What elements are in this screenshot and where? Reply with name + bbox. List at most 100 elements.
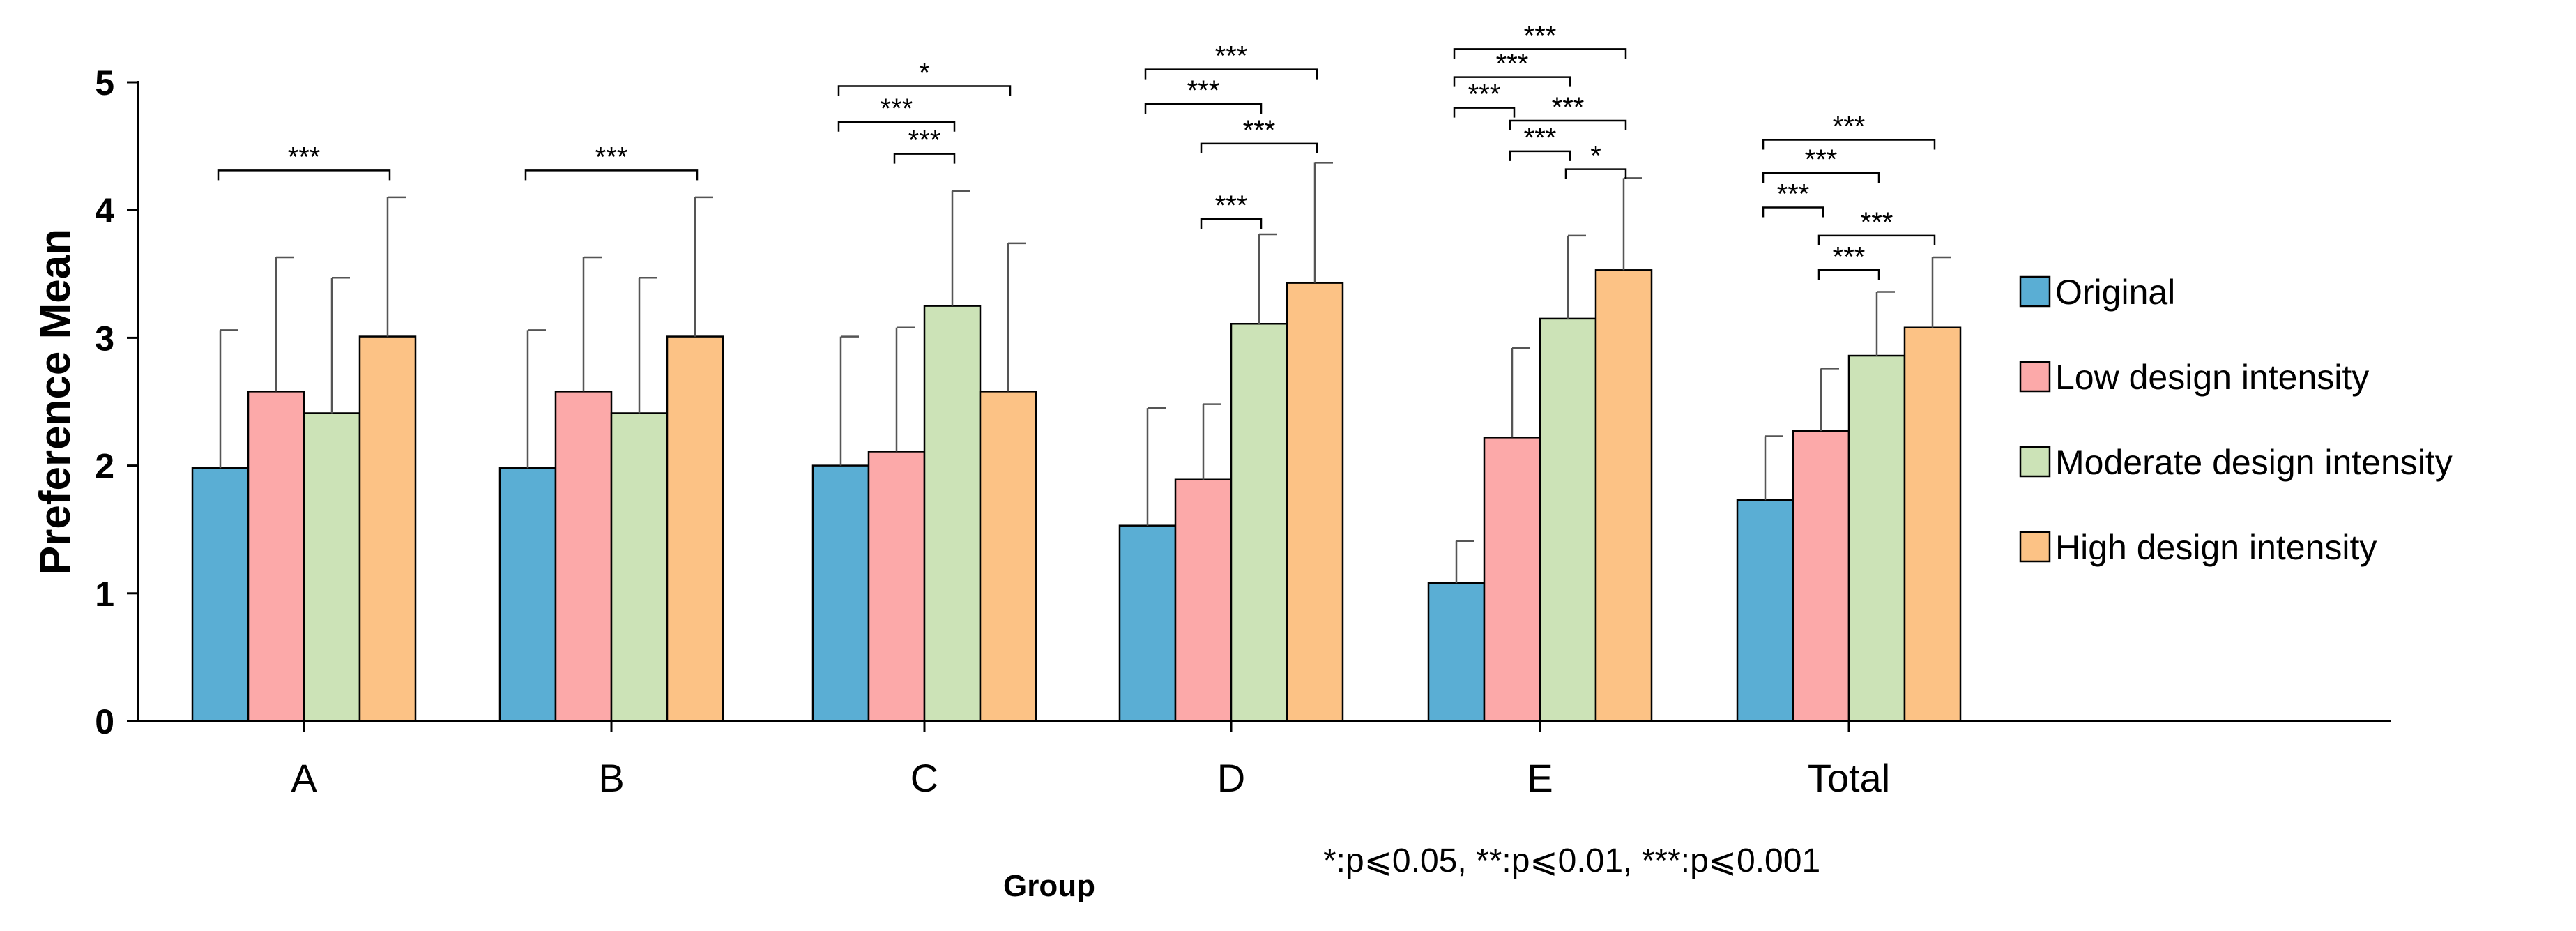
- y-tick-label-3: 3: [95, 319, 114, 358]
- significance-bracket-d-1-2: ***: [1200, 190, 1263, 229]
- error-bar-total-3: [1875, 291, 1895, 356]
- error-bar-c-3: [951, 190, 970, 306]
- legend: Original Low design intensity Moderate des…: [2019, 273, 2453, 567]
- bar-total-1: [1736, 499, 1794, 722]
- significance-label: ***: [1861, 207, 1893, 238]
- significance-bracket-e-0-2: ***: [1453, 49, 1571, 87]
- significance-note: *:p⩽0.05, **:p⩽0.01, ***:p⩽0.001: [1323, 842, 1820, 879]
- bar-e-4: [1594, 269, 1653, 722]
- bar-total-2: [1792, 430, 1850, 722]
- significance-label: ***: [1215, 190, 1248, 221]
- significance-bracket-e-2-3: *: [1564, 141, 1627, 179]
- significance-bracket-total-1-2: ***: [1817, 241, 1880, 280]
- significance-bracket-e-0-3: ***: [1453, 20, 1627, 59]
- bar-e-3: [1539, 317, 1597, 722]
- x-axis-title: Group: [1003, 869, 1095, 903]
- error-bar-a-3: [330, 277, 350, 414]
- significance-label: *: [919, 57, 930, 88]
- legend-item-3: Moderate design intensity: [2019, 443, 2453, 482]
- error-bar-d-4: [1313, 162, 1333, 283]
- error-bars-layer: [219, 162, 1951, 584]
- bar-b-3: [610, 412, 669, 722]
- significance-label: ***: [1468, 80, 1501, 110]
- significance-bracket-c-0-2: ***: [837, 93, 956, 132]
- bar-e-2: [1483, 437, 1541, 722]
- error-bar-total-4: [1931, 256, 1951, 328]
- significance-bracket-c-0-3: *: [837, 57, 1012, 96]
- bar-c-2: [867, 451, 926, 722]
- error-bar-total-1: [1764, 435, 1783, 501]
- x-tick-label-b: B: [598, 756, 624, 800]
- significance-label: ***: [1187, 75, 1220, 106]
- bar-b-1: [498, 467, 557, 722]
- bars-layer: [191, 269, 1962, 722]
- error-bar-e-4: [1622, 177, 1642, 271]
- significance-bracket-a-0-3: ***: [217, 142, 391, 181]
- legend-label: Low design intensity: [2055, 358, 2369, 397]
- significance-bracket-e-0-1: ***: [1453, 80, 1516, 118]
- significance-label: ***: [595, 142, 628, 172]
- legend-swatch: [2019, 361, 2051, 393]
- significance-label: ***: [881, 93, 913, 124]
- error-bar-d-3: [1258, 233, 1277, 324]
- error-bar-e-1: [1455, 540, 1474, 584]
- significance-bracket-e-1-2: ***: [1509, 123, 1571, 161]
- significance-label: ***: [1243, 115, 1276, 146]
- significance-label: ***: [1552, 92, 1585, 123]
- error-bar-d-1: [1146, 407, 1166, 526]
- significance-bracket-total-0-2: ***: [1762, 144, 1880, 183]
- y-tick-label-0: 0: [95, 702, 114, 741]
- significance-label: ***: [1496, 49, 1529, 80]
- y-tick-label-1: 1: [95, 575, 114, 614]
- significance-label: ***: [908, 126, 941, 156]
- bar-a-1: [191, 467, 250, 722]
- error-bar-b-2: [582, 256, 602, 392]
- bar-a-3: [303, 412, 361, 722]
- significance-label: ***: [1524, 20, 1557, 51]
- significance-label: ***: [1833, 241, 1866, 272]
- legend-swatch: [2019, 531, 2051, 563]
- significance-bracket-d-0-2: ***: [1144, 75, 1263, 114]
- significance-bracket-d-0-3: ***: [1144, 41, 1318, 80]
- legend-label: Original: [2055, 273, 2175, 312]
- y-axis-title: Preference Mean: [31, 229, 79, 575]
- significance-bracket-c-1-2: ***: [893, 126, 956, 164]
- bar-b-4: [666, 335, 724, 722]
- significance-label: ***: [1524, 123, 1557, 153]
- legend-swatch: [2019, 275, 2051, 308]
- y-tick-label-4: 4: [95, 191, 114, 230]
- significance-bracket-e-1-3: ***: [1509, 92, 1627, 130]
- bar-c-4: [979, 391, 1037, 722]
- significance-label: ***: [1805, 144, 1838, 175]
- error-bar-d-2: [1202, 403, 1221, 480]
- y-ticks-layer: 0 1 2 3 4 5: [95, 63, 138, 741]
- significance-bracket-total-0-3: ***: [1762, 111, 1936, 150]
- x-tick-label-a: A: [291, 756, 317, 800]
- significance-bracket-total-1-3: ***: [1817, 207, 1936, 245]
- bar-d-4: [1286, 282, 1344, 722]
- x-ticks-layer: A B C D E Total: [291, 721, 1890, 800]
- x-tick-label-total: Total: [1808, 756, 1890, 800]
- significance-bracket-d-1-3: ***: [1200, 115, 1318, 153]
- legend-item-1: Original: [2019, 273, 2175, 312]
- significance-label: *: [1590, 141, 1601, 172]
- error-bar-a-1: [219, 329, 238, 469]
- bar-d-3: [1230, 322, 1288, 722]
- error-bar-a-2: [275, 256, 294, 392]
- significance-bracket-total-0-1: ***: [1762, 179, 1824, 218]
- bar-a-2: [247, 391, 305, 722]
- bar-c-3: [923, 305, 982, 722]
- y-tick-label-5: 5: [95, 63, 114, 103]
- y-tick-label-2: 2: [95, 447, 114, 486]
- legend-label: High design intensity: [2055, 528, 2377, 567]
- error-bar-e-2: [1511, 347, 1530, 438]
- significance-label: ***: [1833, 111, 1866, 142]
- x-tick-label-e: E: [1527, 756, 1553, 800]
- error-bar-total-2: [1820, 368, 1839, 432]
- error-bar-b-1: [526, 329, 546, 469]
- significance-bracket-b-0-3: ***: [524, 142, 699, 181]
- bar-a-4: [358, 335, 417, 722]
- bar-c-1: [811, 464, 870, 722]
